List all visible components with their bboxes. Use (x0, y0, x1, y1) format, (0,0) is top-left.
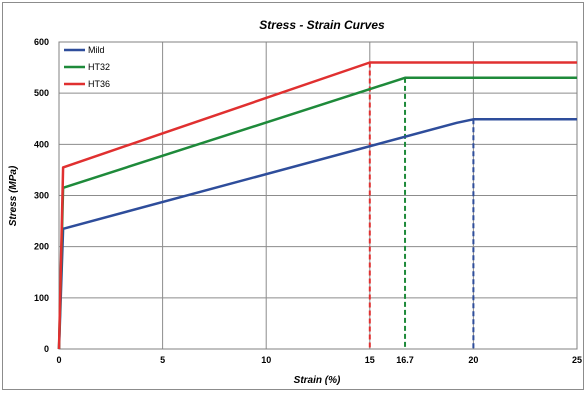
y-tick-label: 400 (34, 139, 49, 149)
y-tick-label: 100 (34, 293, 49, 303)
legend-label-ht32: HT32 (88, 62, 110, 72)
y-tick-label: 500 (34, 88, 49, 98)
x-tick-label: 15 (365, 355, 375, 365)
series-line-mild (57, 118, 577, 350)
x-tick-label: 25 (572, 355, 582, 365)
legend-label-mild: Mild (88, 45, 105, 55)
series-lines (57, 61, 577, 350)
chart-title: Stress - Strain Curves (259, 18, 385, 32)
y-axis-title: Stress (MPa) (8, 165, 19, 226)
x-tick-label: 5 (160, 355, 165, 365)
series-line-ht36 (57, 61, 577, 350)
x-tick-label-extra: 16.7 (396, 355, 414, 365)
x-tick-label: 10 (261, 355, 271, 365)
y-tick-label: 200 (34, 242, 49, 252)
yield-markers (368, 62, 475, 349)
y-tick-label: 600 (34, 37, 49, 47)
x-tick-label: 20 (468, 355, 478, 365)
x-axis-title: Strain (%) (294, 375, 341, 386)
y-tick-label: 300 (34, 191, 49, 201)
legend: Mild HT32 HT36 (64, 45, 110, 89)
x-tick-label: 0 (56, 355, 61, 365)
plot-area (58, 41, 578, 350)
tick-labels: 0 5 10 15 20 25 16.7 0 100 200 300 400 500 600 (34, 37, 582, 365)
grid (58, 41, 578, 350)
legend-label-ht36: HT36 (88, 79, 110, 89)
y-tick-label: 0 (44, 344, 49, 354)
